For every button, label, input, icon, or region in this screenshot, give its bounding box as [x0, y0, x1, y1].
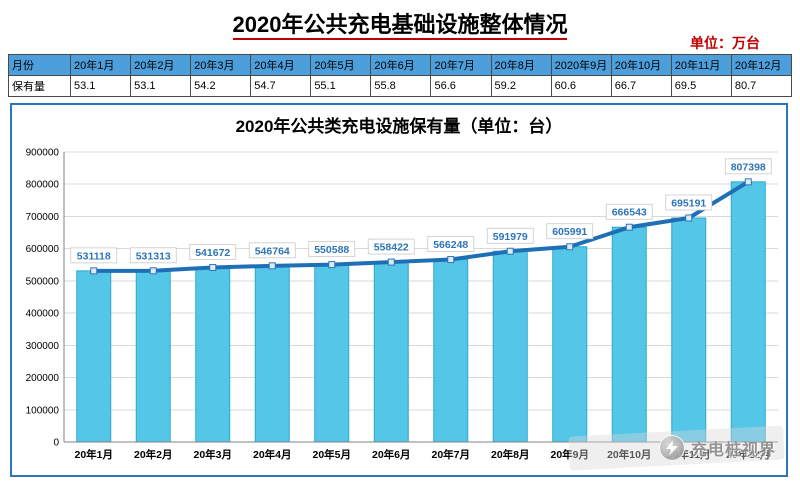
svg-text:666543: 666543 — [612, 207, 647, 219]
value-cell: 60.6 — [550, 75, 612, 97]
svg-text:20年9月: 20年9月 — [550, 448, 589, 461]
svg-text:800000: 800000 — [26, 180, 60, 191]
bar — [254, 265, 290, 443]
svg-text:20年1月: 20年1月 — [74, 448, 113, 461]
svg-text:100000: 100000 — [26, 405, 60, 416]
page-title: 2020年公共充电基础设施整体情况 — [0, 0, 800, 40]
table-header-row: 月份 20年1月 20年2月 20年3月 20年4月 20年5月 20年6月 20年7月 20年… — [8, 54, 793, 76]
svg-text:566248: 566248 — [433, 239, 468, 251]
value-cell: 56.6 — [430, 75, 492, 97]
line-series — [91, 179, 751, 273]
svg-text:531118: 531118 — [77, 250, 111, 262]
bar — [76, 270, 112, 443]
svg-text:20年7月: 20年7月 — [431, 448, 470, 461]
svg-text:558422: 558422 — [374, 242, 409, 254]
svg-text:200000: 200000 — [26, 373, 60, 384]
month-header-cell: 20年2月 — [130, 54, 192, 76]
bar — [671, 217, 707, 443]
svg-text:695191: 695191 — [671, 197, 706, 209]
bar — [135, 270, 171, 443]
stats-table-body: 月份 20年1月 20年2月 20年3月 20年4月 20年5月 20年6月 20年7月 20年… — [8, 54, 793, 97]
value-cell: 54.7 — [250, 75, 312, 97]
month-header-cell: 20年11月 — [670, 54, 732, 76]
value-cell: 69.5 — [670, 75, 732, 97]
bar — [552, 246, 588, 443]
bar — [730, 181, 766, 443]
svg-text:20年3月: 20年3月 — [193, 448, 232, 461]
month-header-cell: 20年3月 — [190, 54, 252, 76]
svg-text:807398: 807398 — [731, 161, 766, 173]
month-header-cell: 20年6月 — [370, 54, 432, 76]
svg-text:546764: 546764 — [255, 245, 290, 257]
svg-text:20年6月: 20年6月 — [372, 448, 411, 461]
value-cell: 53.1 — [69, 75, 132, 97]
chart-svg: 0 100000 200000 300000 400000 500000 600000 700… — [26, 148, 778, 461]
bar — [314, 264, 350, 443]
row-label-cell: 保有量 — [8, 75, 71, 97]
bar — [433, 259, 469, 443]
month-header-cell: 2020年9月 — [550, 54, 612, 76]
svg-text:605991: 605991 — [552, 226, 587, 238]
data-labels: 531118 531313 541672 546764 550588 558422 5662… — [70, 158, 772, 264]
chart-panel: 2020年公共类充电设施保有量（单位：台） 0 100000 200000 30000… — [10, 103, 788, 477]
value-cell: 55.8 — [370, 75, 432, 97]
lightning-icon — [658, 435, 685, 461]
y-axis-labels: 0 100000 200000 300000 400000 500000 600000 700… — [26, 148, 60, 449]
svg-text:20年4月: 20年4月 — [253, 448, 292, 461]
value-cell: 66.7 — [610, 75, 672, 97]
svg-text:20年2月: 20年2月 — [134, 448, 173, 461]
unit-label: 单位：万台 — [690, 35, 760, 51]
month-header-cell: 20年5月 — [310, 54, 372, 76]
svg-text:500000: 500000 — [26, 276, 60, 287]
bars — [76, 181, 766, 443]
bar — [195, 266, 231, 443]
svg-text:700000: 700000 — [26, 212, 60, 223]
stats-table: 月份 20年1月 20年2月 20年3月 20年4月 20年5月 20年6月 20年7月 20年… — [8, 54, 793, 97]
value-cell: 55.1 — [310, 75, 372, 97]
value-cell: 53.1 — [130, 75, 192, 97]
month-header-cell: 20年8月 — [490, 54, 552, 76]
value-cell: 80.7 — [730, 75, 793, 97]
bar — [492, 250, 528, 443]
markers — [90, 178, 752, 275]
svg-text:531313: 531313 — [136, 250, 171, 262]
table-data-row: 保有量 53.1 53.1 54.2 54.7 55.1 55.8 56.6 59.2 60.6 6… — [8, 75, 793, 97]
bar — [611, 226, 647, 443]
month-header-cell: 20年1月 — [69, 54, 132, 76]
month-header-cell: 20年12月 — [730, 54, 793, 76]
gridlines — [64, 151, 778, 411]
value-cell: 54.2 — [190, 75, 252, 97]
watermark-text: 充电桩视界 — [690, 442, 776, 459]
svg-text:600000: 600000 — [26, 244, 60, 255]
svg-text:20年12月: 20年12月 — [726, 448, 770, 461]
svg-text:400000: 400000 — [26, 309, 60, 320]
month-header-cell: 20年4月 — [250, 54, 312, 76]
month-header-cell: 20年7月 — [430, 54, 492, 76]
svg-text:20年10月: 20年10月 — [607, 448, 651, 461]
chart-title: 2020年公共类充电设施保有量（单位：台） — [235, 117, 563, 136]
svg-text:591979: 591979 — [493, 231, 528, 243]
svg-text:541672: 541672 — [195, 247, 230, 259]
page-title-text: 2020年公共充电基础设施整体情况 — [232, 12, 568, 40]
row-label-cell: 月份 — [8, 54, 71, 76]
svg-text:0: 0 — [53, 438, 59, 449]
month-header-cell: 20年10月 — [610, 54, 672, 76]
svg-text:900000: 900000 — [26, 148, 60, 159]
svg-text:300000: 300000 — [26, 341, 60, 352]
svg-text:20年5月: 20年5月 — [312, 448, 351, 461]
svg-text:550588: 550588 — [314, 244, 349, 256]
value-cell: 59.2 — [490, 75, 552, 97]
watermark: 充电桩视界 — [658, 435, 776, 461]
svg-text:20年8月: 20年8月 — [491, 448, 530, 461]
bar — [373, 261, 409, 443]
